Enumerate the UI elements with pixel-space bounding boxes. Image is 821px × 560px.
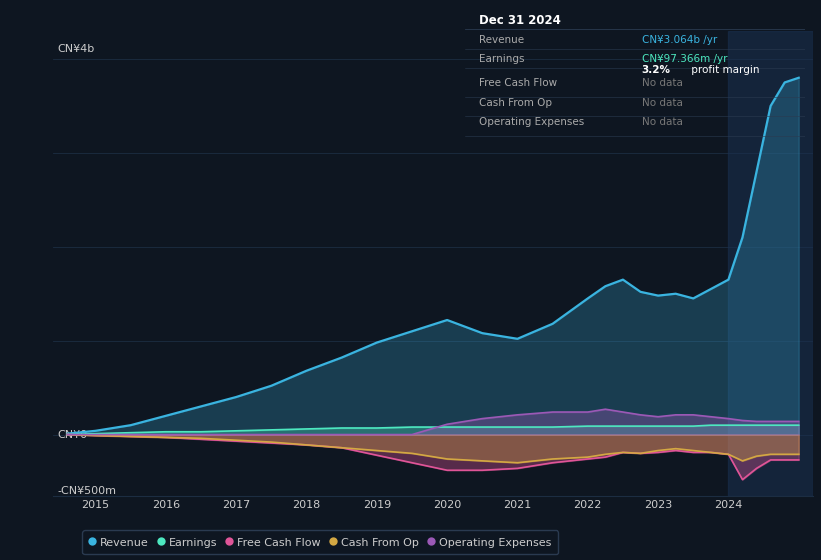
Text: 3.2%: 3.2%: [642, 65, 671, 75]
Text: -CN¥500m: -CN¥500m: [57, 486, 116, 496]
Text: No data: No data: [642, 78, 683, 88]
Text: No data: No data: [642, 98, 683, 108]
Text: No data: No data: [642, 117, 683, 127]
Text: Revenue: Revenue: [479, 35, 524, 45]
Text: Dec 31 2024: Dec 31 2024: [479, 14, 561, 27]
Text: CN¥3.064b /yr: CN¥3.064b /yr: [642, 35, 717, 45]
Text: Earnings: Earnings: [479, 54, 524, 64]
Text: Operating Expenses: Operating Expenses: [479, 117, 584, 127]
Text: CN¥97.366m /yr: CN¥97.366m /yr: [642, 54, 727, 64]
Text: Cash From Op: Cash From Op: [479, 98, 552, 108]
Bar: [728, 31, 813, 496]
Legend: Revenue, Earnings, Free Cash Flow, Cash From Op, Operating Expenses: Revenue, Earnings, Free Cash Flow, Cash …: [82, 530, 558, 554]
Text: profit margin: profit margin: [688, 65, 759, 75]
Text: CN¥4b: CN¥4b: [57, 44, 94, 54]
Text: CN¥0: CN¥0: [57, 430, 87, 440]
Text: Free Cash Flow: Free Cash Flow: [479, 78, 557, 88]
